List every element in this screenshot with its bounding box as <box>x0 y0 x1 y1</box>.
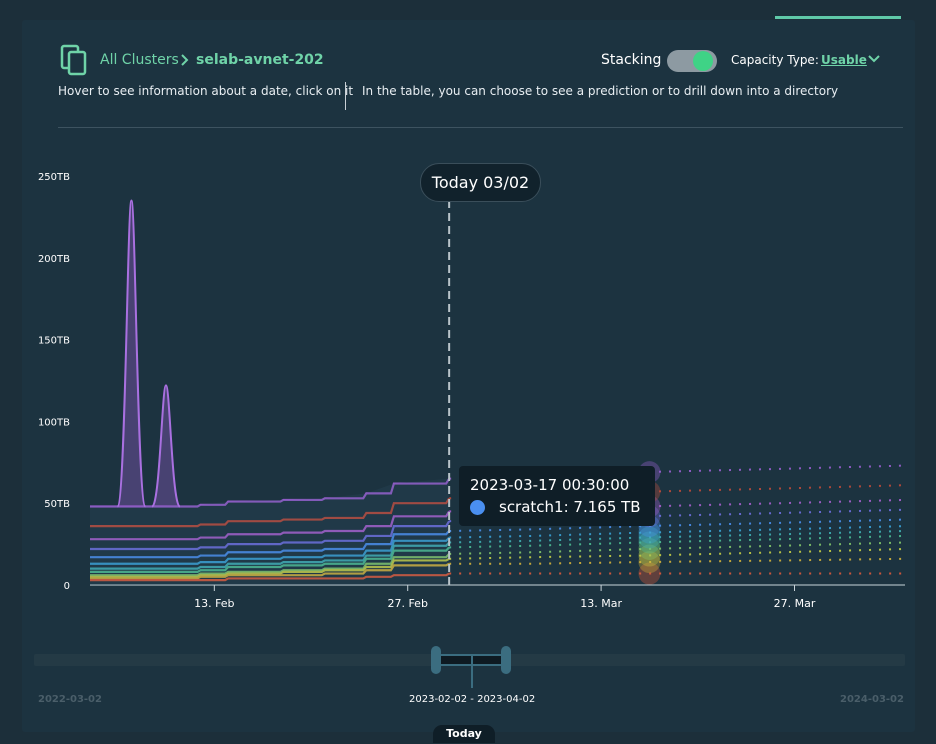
range-handle-right[interactable] <box>501 646 511 674</box>
copy-icon[interactable] <box>60 44 88 76</box>
chart-panel <box>22 20 915 732</box>
series-line-s3 <box>90 557 450 578</box>
series-line-s5 <box>90 546 450 574</box>
y-tick-label: 0 <box>64 581 70 592</box>
series-forecast-s5 <box>449 534 906 549</box>
today-button[interactable]: Today <box>433 725 495 743</box>
chevron-down-icon[interactable] <box>866 52 882 66</box>
series-forecast-s2 <box>449 557 906 565</box>
navigator-start-date: 2022-03-02 <box>38 694 102 705</box>
navigator-end-date: 2024-03-02 <box>840 694 904 705</box>
x-tick-label: 27. Mar <box>774 597 816 610</box>
tooltip-series-value: scratch1: 7.165 TB <box>499 498 641 516</box>
series-line-s12 <box>90 478 451 508</box>
chevron-right-icon <box>181 54 189 66</box>
series-forecast-s3 <box>449 548 906 560</box>
x-tick-label: 13. Mar <box>580 597 622 610</box>
spike-0 <box>116 199 147 508</box>
series-line-s7 <box>90 536 450 565</box>
hover-marker-s4 <box>638 538 661 561</box>
y-tick-label: 200TB <box>38 254 70 265</box>
stacking-label: Stacking <box>601 52 662 68</box>
range-today-line <box>471 654 473 688</box>
top-accent-bar <box>775 16 901 19</box>
y-tick-label: 250TB <box>38 172 70 183</box>
hover-marker-s1 <box>638 562 661 585</box>
y-tick-label: 50TB <box>44 499 70 510</box>
hint-divider <box>345 82 346 110</box>
x-tick-label: 27. Feb <box>387 597 427 610</box>
breadcrumb-current-cluster: selab-avnet-202 <box>196 52 324 68</box>
stack-area-fill <box>90 478 450 585</box>
series-line-s6 <box>90 541 450 570</box>
y-tick-label: 150TB <box>38 336 70 347</box>
spike-1 <box>150 384 181 508</box>
tooltip-series-dot <box>470 500 485 515</box>
chart-tooltip: 2023-03-17 00:30:00 scratch1: 7.165 TB <box>459 466 655 526</box>
hover-marker-s6 <box>638 526 661 549</box>
series-line-s2 <box>90 562 450 580</box>
breadcrumb-all-clusters[interactable]: All Clusters <box>100 52 179 68</box>
hover-marker-s7 <box>638 521 661 544</box>
hint-table: In the table, you can choose to see a pr… <box>362 84 839 98</box>
header-divider <box>58 127 903 128</box>
stacking-toggle-knob <box>693 51 713 71</box>
today-marker-label: Today 03/02 <box>420 163 541 202</box>
x-tick-label: 13. Feb <box>194 597 234 610</box>
series-line-s10 <box>90 510 451 541</box>
series-forecast-s6 <box>449 530 906 544</box>
capacity-type-select[interactable]: Usable <box>821 53 867 67</box>
series-forecast-s7 <box>449 525 906 539</box>
series-line-scratch1 <box>90 530 450 559</box>
hover-marker-s3 <box>638 544 661 567</box>
navigator-selected-range: 2023-02-02 - 2023-04-02 <box>409 694 536 705</box>
stacking-toggle[interactable] <box>667 50 717 72</box>
tooltip-date: 2023-03-17 00:30:00 <box>470 476 630 494</box>
range-handle-left[interactable] <box>431 646 441 674</box>
hover-marker-s5 <box>638 531 661 554</box>
series-line-s1 <box>90 572 450 582</box>
series-line-s9 <box>90 520 451 551</box>
series-line-s11 <box>90 497 451 528</box>
capacity-type-label: Capacity Type: <box>731 53 819 67</box>
series-line-s4 <box>90 553 450 577</box>
hover-marker-s2 <box>638 551 661 574</box>
hint-hover: Hover to see information about a date, c… <box>58 84 354 98</box>
series-forecast-s4 <box>449 541 906 555</box>
y-tick-label: 100TB <box>38 417 70 428</box>
